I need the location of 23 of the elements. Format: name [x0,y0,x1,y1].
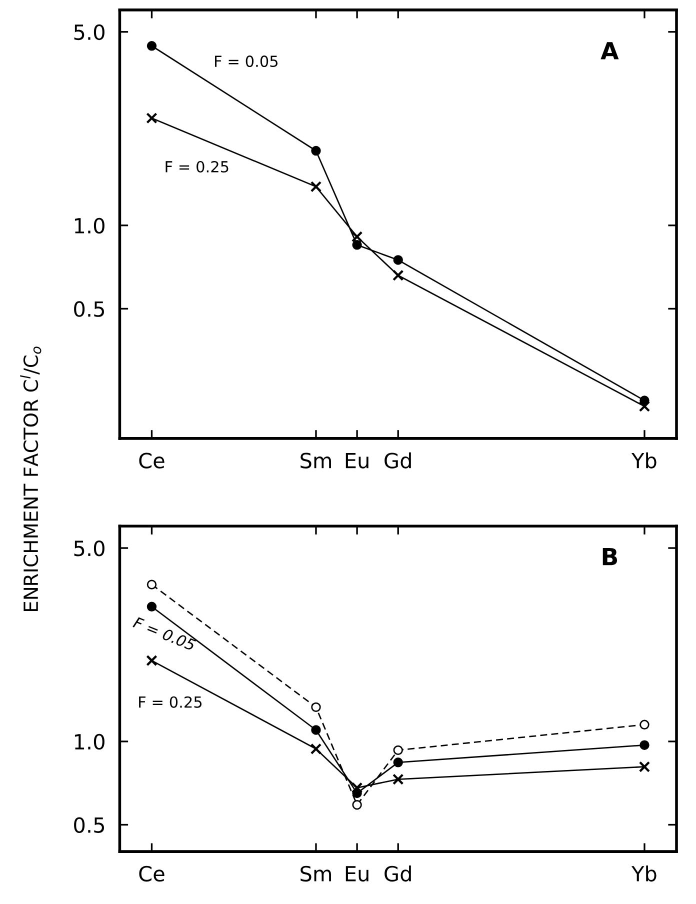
series-label: F = 0.25 [166,160,228,173]
y-tick-label: 1.0 [74,734,104,750]
x-tick-label: Gd [384,452,411,468]
y-tick-label: 5.0 [74,24,104,40]
y-tick-label: 0.5 [74,301,104,317]
text: F = 0.05 [132,616,196,652]
y-tick-label: 0.5 [74,817,104,833]
x-tick-label: Yb [631,865,656,882]
series-label: F = 0.25 [139,696,202,708]
x-tick-label: Eu [346,866,368,882]
y-tick-label: 5.0 [74,540,104,556]
x-tick-label: Eu [346,452,368,468]
y-axis-title: ENRICHMENT FACTOR C$^{l}$/C$_{o}$ [20,346,42,611]
x-tick-label: Sm [300,866,331,882]
x-tick-label: Gd [384,865,411,882]
x-tick-label: Yb [631,452,656,468]
x-tick-label: Sm [300,452,331,468]
x-tick-label: Ce [139,452,164,468]
y-tick-label: 1.0 [74,218,104,234]
series-label: F = 0.05 [215,56,278,68]
x-tick-label: Ce [139,866,164,882]
annotation: B [602,548,618,566]
annotation: A [600,42,619,60]
